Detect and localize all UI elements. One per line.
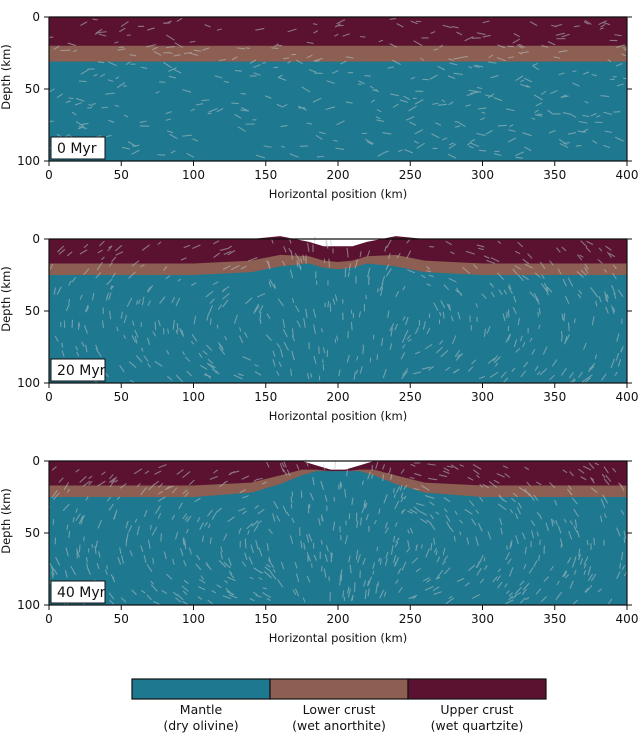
time-label: 40 Myr: [50, 580, 106, 604]
y-axis-label: Depth (km): [0, 266, 13, 332]
plot-area: [49, 17, 627, 161]
legend-sublabel: (dry olivine): [163, 718, 238, 733]
y-tick-label: 0: [32, 454, 40, 468]
y-tick-label: 100: [17, 598, 40, 612]
time-label: 20 Myr: [50, 358, 106, 382]
x-tick-label: 400: [616, 390, 639, 404]
time-label: 0 Myr: [50, 136, 106, 160]
x-axis-label: Horizontal position (km): [269, 187, 407, 201]
x-tick-label: 100: [182, 612, 205, 626]
y-axis-label: Depth (km): [0, 488, 13, 554]
x-axis-label: Horizontal position (km): [269, 409, 407, 423]
y-tick-label: 100: [17, 376, 40, 390]
layer-mantle: [49, 471, 627, 605]
x-tick-label: 400: [616, 612, 639, 626]
x-tick-label: 250: [399, 390, 422, 404]
legend-swatch: [407, 678, 547, 700]
time-label-text: 20 Myr: [57, 363, 106, 379]
x-tick-label: 400: [616, 168, 639, 182]
y-tick-label: 50: [25, 526, 40, 540]
x-tick-label: 0: [45, 390, 53, 404]
x-tick-label: 100: [182, 390, 205, 404]
layer-mantle: [49, 263, 627, 383]
y-tick-label: 100: [17, 154, 40, 168]
time-label-text: 0 Myr: [57, 141, 97, 157]
x-tick-label: 150: [254, 168, 277, 182]
y-axis-label: Depth (km): [0, 44, 13, 110]
x-tick-label: 200: [327, 390, 350, 404]
x-tick-label: 250: [399, 168, 422, 182]
legend-item-upper-crust: Upper crust(wet quartzite): [407, 678, 547, 733]
legend-label: Upper crust: [440, 702, 513, 717]
x-axis-label: Horizontal position (km): [269, 631, 407, 645]
x-tick-label: 200: [327, 168, 350, 182]
y-tick-label: 50: [25, 82, 40, 96]
legend-label: Lower crust: [303, 702, 376, 717]
x-tick-label: 350: [543, 612, 566, 626]
flow-streaks: [49, 236, 624, 383]
x-tick-label: 100: [182, 168, 205, 182]
x-tick-label: 200: [327, 612, 350, 626]
panel-1: 0 50 100 150 200 250 300 350 400 0 50 100 Horizontal…: [0, 10, 638, 201]
legend-sublabel: (wet quartzite): [431, 718, 524, 733]
x-tick-label: 350: [543, 168, 566, 182]
x-tick-label: 50: [114, 168, 129, 182]
time-label-text: 40 Myr: [57, 585, 106, 601]
legend-label: Mantle: [180, 702, 223, 717]
panel-3: 0 50 100 150 200 250 300 350 400 0 50 100 Horizontal…: [0, 454, 638, 645]
x-tick-label: 300: [471, 168, 494, 182]
x-tick-label: 50: [114, 612, 129, 626]
x-tick-label: 300: [471, 612, 494, 626]
x-tick-label: 50: [114, 390, 129, 404]
flow-streaks: [49, 458, 627, 605]
legend-item-mantle: Mantle(dry olivine): [131, 678, 271, 733]
y-tick-label: 0: [32, 232, 40, 246]
x-tick-label: 300: [471, 390, 494, 404]
plot-area: [49, 236, 627, 383]
panel-2: 0 50 100 150 200 250 300 350 400 0 50 100 Horizontal…: [0, 232, 638, 423]
legend: Mantle(dry olivine)Lower crust(wet anort…: [131, 678, 547, 733]
plot-area: [49, 458, 627, 605]
x-tick-label: 250: [399, 612, 422, 626]
legend-swatch: [269, 678, 409, 700]
y-tick-label: 50: [25, 304, 40, 318]
legend-sublabel: (wet anorthite): [292, 718, 386, 733]
flow-streaks: [49, 17, 627, 159]
x-tick-label: 350: [543, 390, 566, 404]
x-tick-label: 150: [254, 390, 277, 404]
legend-item-lower-crust: Lower crust(wet anorthite): [269, 678, 409, 733]
x-tick-label: 0: [45, 612, 53, 626]
x-tick-label: 150: [254, 612, 277, 626]
legend-swatch: [131, 678, 271, 700]
y-tick-label: 0: [32, 10, 40, 24]
layer-mantle: [49, 61, 627, 161]
x-tick-label: 0: [45, 168, 53, 182]
